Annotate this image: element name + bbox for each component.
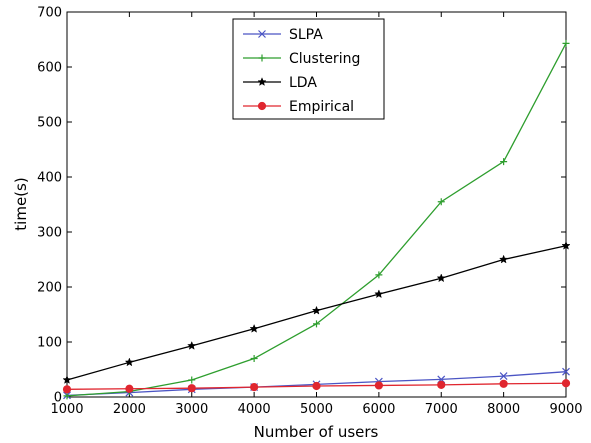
axis-ticks: 1000 2000 3000 4000 5000 6000 7000 8000 9000 0 100… bbox=[37, 6, 582, 418]
y-tick-label: 100 bbox=[37, 336, 62, 351]
data-point-lda bbox=[498, 254, 509, 264]
data-point-empirical bbox=[187, 384, 196, 393]
x-tick-label: 5000 bbox=[300, 402, 333, 417]
y-tick-label: 200 bbox=[37, 281, 62, 296]
data-point-empirical bbox=[62, 385, 72, 394]
x-tick-label: 4000 bbox=[238, 402, 271, 417]
data-point-clustering bbox=[313, 320, 320, 328]
legend-label-lda: LDA bbox=[289, 75, 317, 91]
legend-marker-clustering bbox=[258, 54, 266, 62]
legend-marker-slpa bbox=[258, 30, 266, 38]
data-point-lda bbox=[187, 340, 197, 350]
legend-marker-lda bbox=[257, 77, 267, 86]
series-empirical bbox=[62, 379, 571, 394]
data-point-lda bbox=[124, 357, 135, 367]
data-point-lda bbox=[311, 305, 322, 315]
data-point-clustering bbox=[437, 198, 445, 206]
data-point-empirical bbox=[561, 379, 571, 388]
data-point-lda bbox=[561, 240, 571, 250]
legend-label-clustering: Clustering bbox=[289, 51, 360, 67]
legend-label-empirical: Empirical bbox=[289, 99, 354, 115]
x-tick-label: 2000 bbox=[113, 402, 146, 417]
legend-item-lda: LDA bbox=[243, 75, 317, 91]
data-point-slpa bbox=[499, 372, 508, 381]
data-point-empirical bbox=[499, 379, 508, 388]
y-tick-label: 600 bbox=[37, 61, 62, 76]
data-point-clustering bbox=[63, 392, 71, 400]
data-point-empirical bbox=[437, 380, 446, 389]
series-layer bbox=[62, 39, 571, 400]
data-point-clustering bbox=[500, 158, 508, 166]
legend-item-empirical: Empirical bbox=[243, 99, 354, 115]
x-tick-label: 8000 bbox=[487, 402, 520, 417]
y-tick-label: 700 bbox=[37, 6, 62, 21]
series-lda bbox=[62, 240, 571, 384]
legend-marker-empirical bbox=[257, 101, 267, 111]
legend-label-slpa: SLPA bbox=[289, 27, 323, 43]
data-point-clustering bbox=[562, 39, 570, 47]
data-point-lda bbox=[436, 273, 446, 283]
data-point-clustering bbox=[250, 355, 258, 362]
x-tick-label: 1000 bbox=[50, 402, 83, 417]
y-tick-label: 500 bbox=[37, 116, 62, 131]
data-point-empirical bbox=[312, 381, 321, 391]
x-tick-label: 7000 bbox=[425, 402, 458, 417]
x-tick-label: 9000 bbox=[549, 402, 582, 417]
y-tick-label: 300 bbox=[37, 226, 62, 241]
data-point-slpa bbox=[562, 367, 570, 376]
data-point-clustering bbox=[375, 271, 383, 279]
y-tick-label: 400 bbox=[37, 171, 62, 186]
data-point-empirical bbox=[250, 383, 259, 392]
data-point-lda bbox=[374, 289, 384, 299]
y-tick-label: 0 bbox=[54, 391, 62, 406]
x-axis-label: Number of users bbox=[254, 423, 379, 441]
x-tick-label: 3000 bbox=[175, 402, 208, 417]
data-point-lda bbox=[62, 375, 72, 384]
legend: SLPA Clustering LDA Empirical bbox=[232, 18, 385, 120]
legend-box bbox=[232, 18, 385, 120]
data-point-empirical bbox=[125, 384, 134, 393]
y-axis-label: time(s) bbox=[12, 177, 30, 230]
data-point-lda bbox=[249, 323, 259, 333]
legend-item-slpa: SLPA bbox=[243, 27, 323, 43]
x-tick-label: 6000 bbox=[362, 402, 395, 417]
data-point-clustering bbox=[188, 376, 196, 384]
legend-item-clustering: Clustering bbox=[243, 51, 360, 67]
data-point-empirical bbox=[374, 381, 383, 390]
